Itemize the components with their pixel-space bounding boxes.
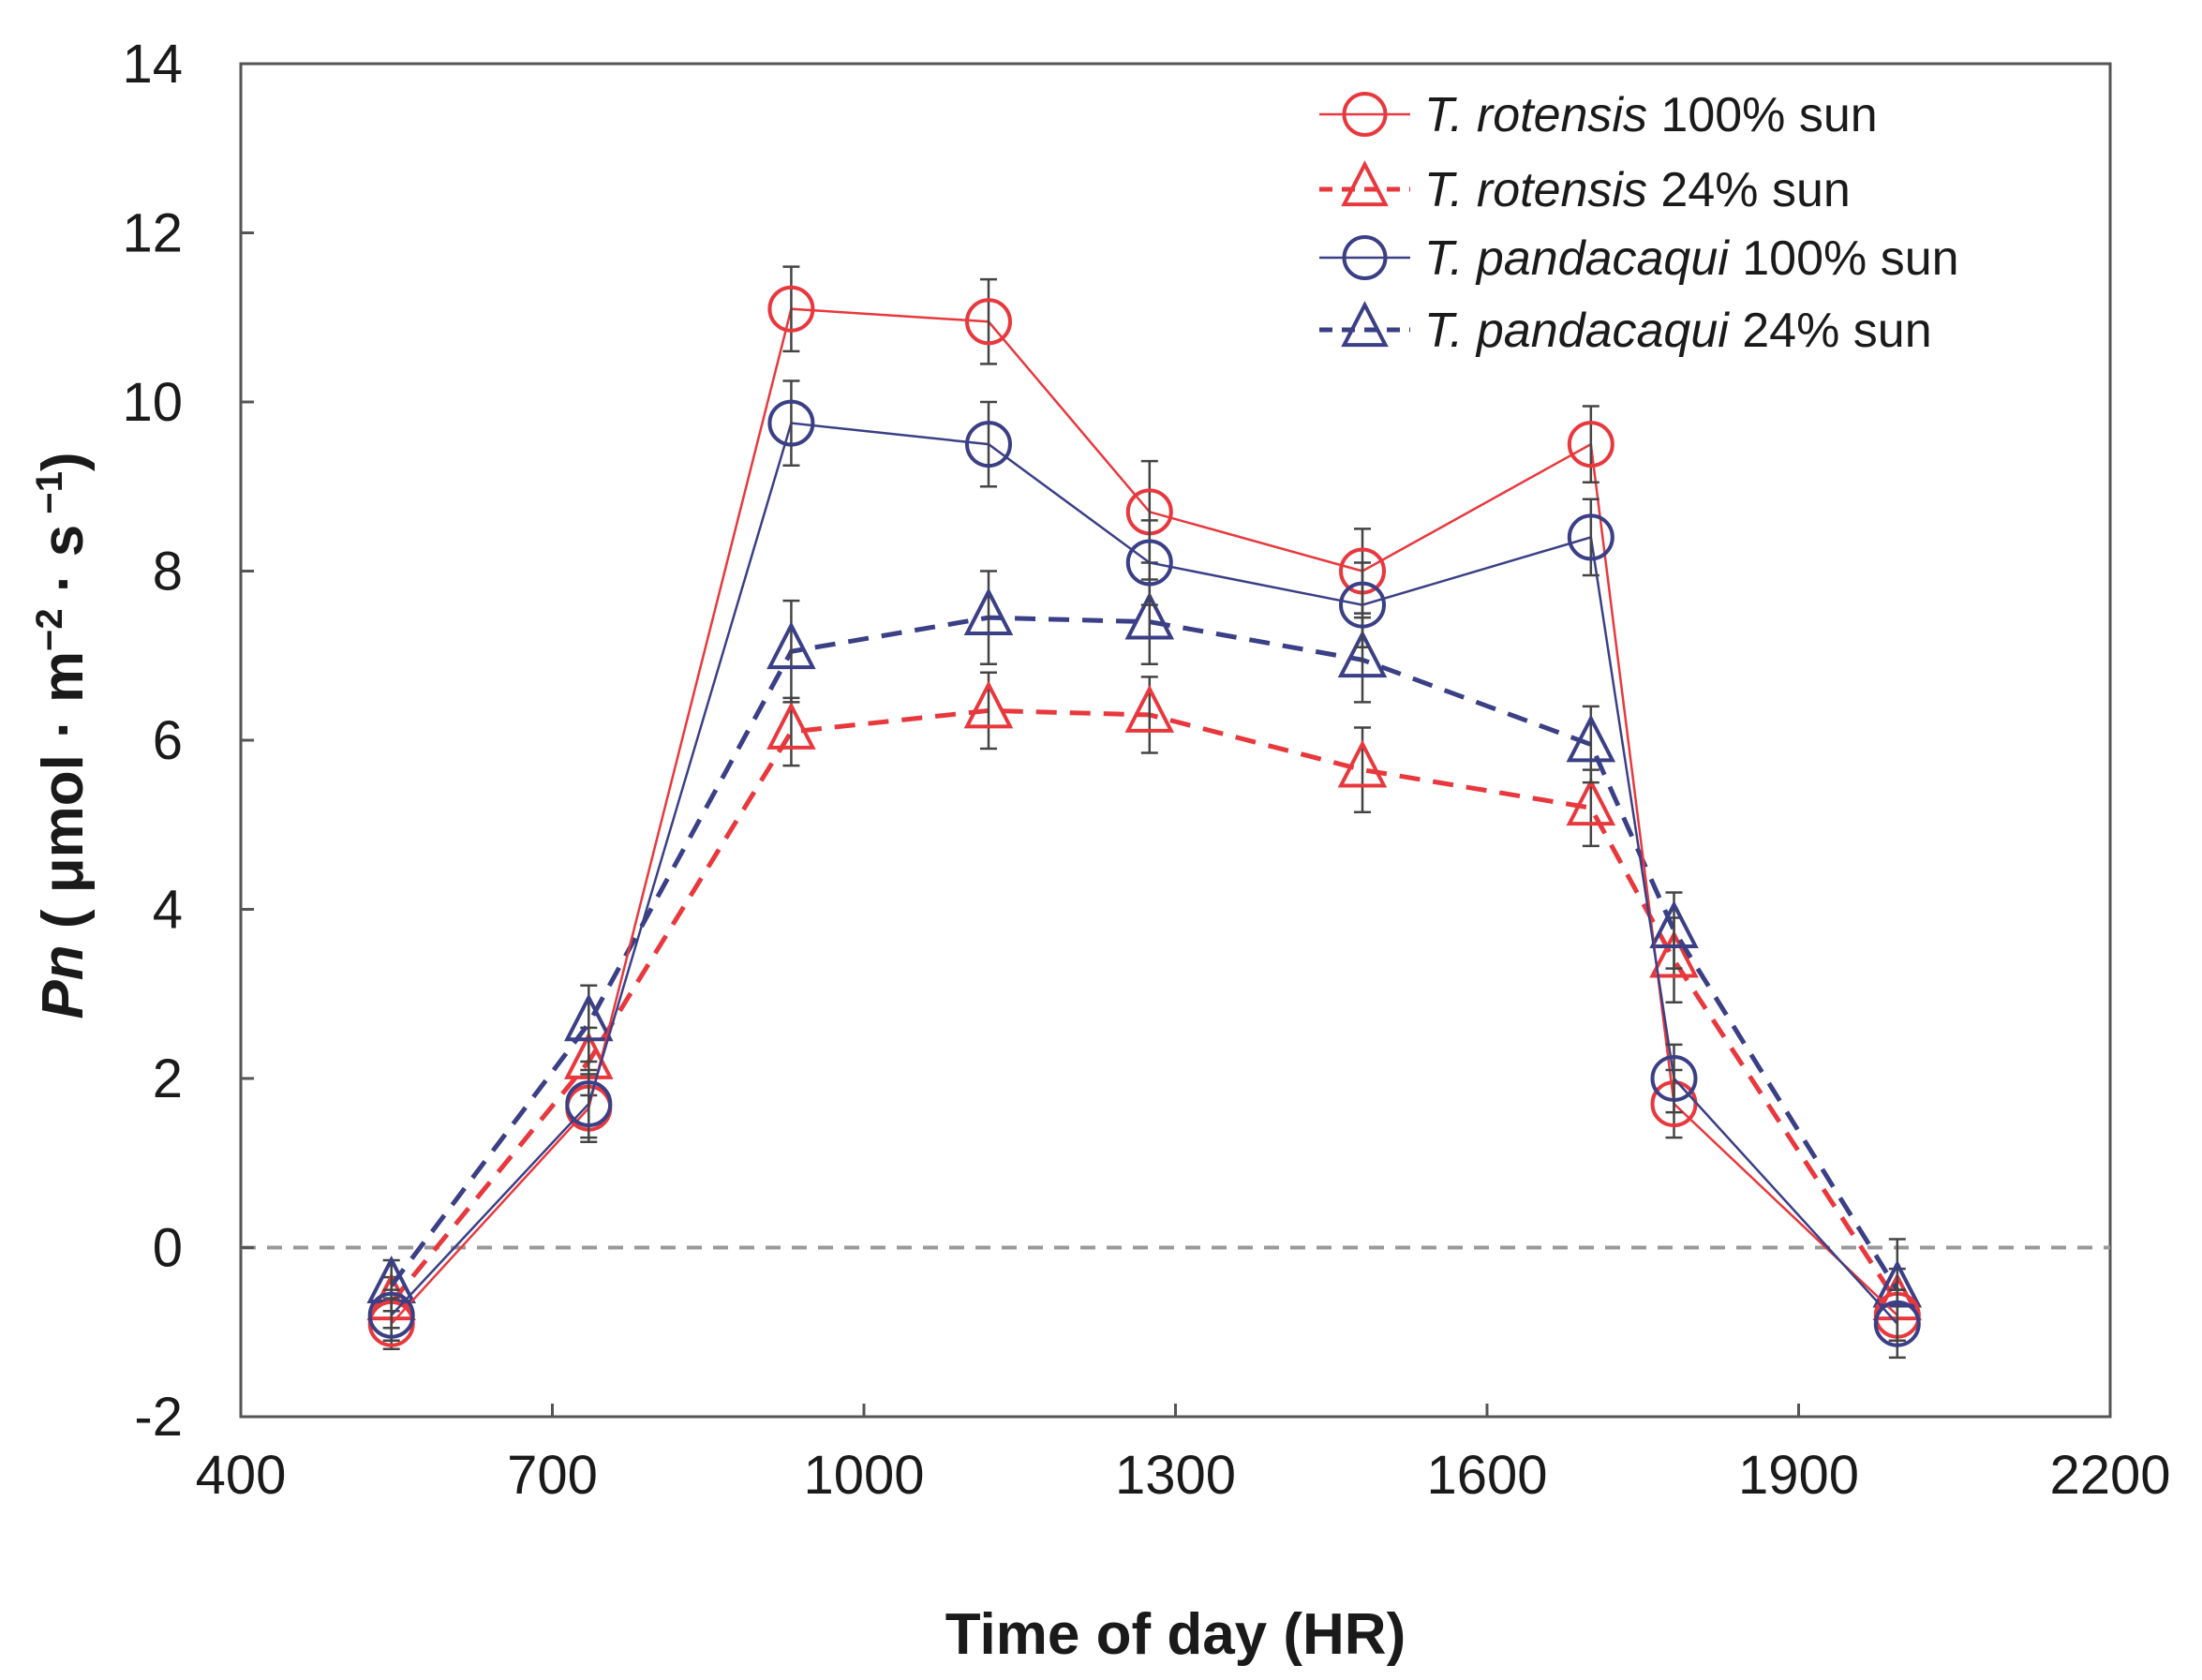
y-axis-title-sup1: −2 [29, 608, 70, 651]
data-point [963, 680, 1014, 729]
legend-entry-0: T. rotensis 100% sun [1319, 88, 1878, 142]
x-tick-label: 700 [507, 1445, 598, 1506]
legend-entry-2: T. pandacaqui 100% sun [1319, 231, 1959, 286]
data-point [1125, 539, 1173, 587]
y-axis-ticks: -2 0 2 4 6 8 10 12 14 [122, 34, 254, 1448]
data-point [564, 993, 614, 1042]
series-layer [366, 265, 1923, 1360]
data-point [1339, 581, 1386, 629]
data-point [1337, 630, 1388, 678]
series-2 [367, 379, 1921, 1360]
x-tick-label: 1900 [1738, 1445, 1859, 1506]
legend-treatment: 24% sun [1647, 163, 1851, 217]
data-point [1566, 778, 1616, 826]
legend-marker [1342, 92, 1388, 137]
legend-label: T. rotensis 24% sun [1424, 163, 1851, 217]
x-tick-label: 1600 [1426, 1445, 1547, 1506]
data-point [367, 1291, 415, 1339]
data-point [1567, 513, 1614, 561]
legend-treatment: 100% sun [1729, 231, 1959, 286]
data-point [1650, 1055, 1698, 1102]
data-point [766, 621, 816, 670]
y-tick-label: 2 [153, 1048, 183, 1109]
data-point [767, 285, 815, 333]
legend-marker [1341, 301, 1389, 348]
x-axis-title: Time of day (HR) [945, 1602, 1406, 1667]
data-point [1649, 929, 1699, 978]
legend-species: T. pandacaqui [1424, 304, 1730, 358]
y-tick-label: -2 [134, 1387, 183, 1448]
y-tick-label: 0 [153, 1218, 183, 1279]
data-point [565, 1080, 613, 1128]
y-axis-title-mid: · s [31, 525, 96, 609]
legend-label: T. pandacaqui 100% sun [1424, 231, 1959, 286]
legend-marker [1341, 160, 1389, 207]
y-tick-label: 14 [122, 34, 183, 95]
y-tick-label: 4 [153, 880, 183, 941]
y-axis-title: Pn ( μmol · m−2 · s −1) [29, 452, 96, 1018]
y-tick-label: 12 [122, 203, 183, 264]
data-point [1124, 684, 1175, 733]
legend-species: T. pandacaqui [1424, 231, 1730, 286]
legend-species: T. rotensis [1424, 163, 1647, 217]
legend-marker [1342, 235, 1388, 280]
legend-species: T. rotensis [1424, 88, 1647, 142]
data-point [963, 587, 1014, 636]
data-point [1873, 1300, 1921, 1347]
legend-treatment: 24% sun [1729, 304, 1932, 358]
legend-entry-1: T. rotensis 24% sun [1319, 160, 1851, 217]
x-tick-label: 1000 [803, 1445, 924, 1506]
legend-entry-3: T. pandacaqui 24% sun [1319, 301, 1932, 358]
legend-label: T. rotensis 100% sun [1424, 88, 1878, 142]
y-axis-title-unit-open: ( μmol · m [31, 651, 96, 944]
data-point [1566, 714, 1616, 763]
x-axis-ticks: 400 700 1000 1300 1600 1900 2200 [196, 1404, 2171, 1506]
y-tick-label: 6 [153, 710, 183, 771]
data-point [1649, 899, 1699, 948]
legend-label: T. pandacaqui 24% sun [1424, 304, 1932, 358]
y-tick-label: 8 [153, 542, 183, 602]
x-tick-label: 1300 [1115, 1445, 1236, 1506]
data-point [965, 421, 1012, 468]
x-tick-label: 2200 [2049, 1445, 2170, 1506]
data-point [767, 399, 815, 447]
y-axis-title-close: ) [31, 452, 96, 471]
y-tick-label: 10 [122, 372, 183, 433]
data-point [1124, 591, 1175, 640]
data-point [1337, 739, 1388, 788]
data-point [1567, 421, 1614, 468]
data-point [766, 701, 816, 750]
y-axis-title-sup2: −1 [29, 471, 70, 525]
x-tick-label: 400 [196, 1445, 287, 1506]
data-point [965, 298, 1012, 346]
y-axis-title-variable: Pn [31, 944, 96, 1018]
legend-treatment: 100% sun [1647, 88, 1878, 142]
